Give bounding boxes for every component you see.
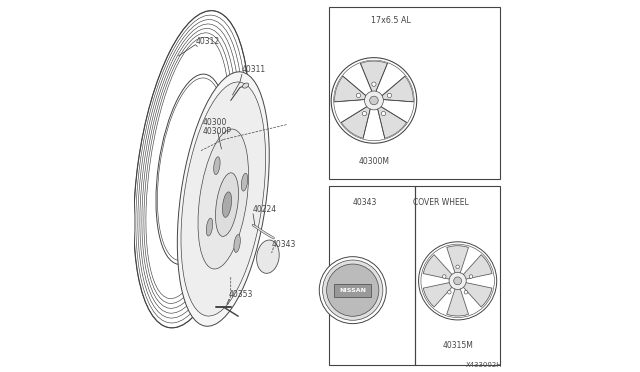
Ellipse shape xyxy=(454,277,461,285)
Ellipse shape xyxy=(370,96,378,105)
Ellipse shape xyxy=(206,218,212,236)
Polygon shape xyxy=(377,105,406,138)
Ellipse shape xyxy=(326,264,379,316)
Ellipse shape xyxy=(198,129,248,269)
Text: 40224: 40224 xyxy=(253,205,277,214)
Ellipse shape xyxy=(181,82,266,316)
Ellipse shape xyxy=(387,93,392,97)
Text: 40300: 40300 xyxy=(203,118,227,127)
Ellipse shape xyxy=(464,291,468,294)
Polygon shape xyxy=(423,255,454,280)
Polygon shape xyxy=(335,76,368,102)
Ellipse shape xyxy=(223,192,232,217)
Polygon shape xyxy=(462,255,492,280)
Ellipse shape xyxy=(177,72,269,326)
Bar xyxy=(415,186,500,365)
Ellipse shape xyxy=(447,291,451,294)
Text: 40343: 40343 xyxy=(353,198,377,207)
Polygon shape xyxy=(423,282,454,307)
FancyBboxPatch shape xyxy=(334,284,371,296)
Ellipse shape xyxy=(323,260,383,320)
Ellipse shape xyxy=(331,58,417,143)
Text: 40353: 40353 xyxy=(229,291,253,299)
Text: X433002H: X433002H xyxy=(466,362,502,368)
Ellipse shape xyxy=(365,91,383,110)
Polygon shape xyxy=(462,282,492,307)
Ellipse shape xyxy=(234,235,241,253)
Text: 40311: 40311 xyxy=(242,65,266,74)
Ellipse shape xyxy=(319,257,386,324)
Ellipse shape xyxy=(257,240,279,273)
Bar xyxy=(330,7,500,179)
Ellipse shape xyxy=(156,74,227,264)
Ellipse shape xyxy=(381,112,386,116)
Ellipse shape xyxy=(241,173,248,191)
Polygon shape xyxy=(447,287,468,316)
Text: 40300M: 40300M xyxy=(358,157,389,166)
Text: NISSAN: NISSAN xyxy=(339,288,366,293)
Text: 40312: 40312 xyxy=(195,38,220,46)
Ellipse shape xyxy=(356,93,360,97)
Ellipse shape xyxy=(362,112,367,116)
Bar xyxy=(330,186,415,365)
Ellipse shape xyxy=(372,82,376,86)
Ellipse shape xyxy=(419,242,497,320)
Text: 40343: 40343 xyxy=(271,240,296,249)
Text: 40315M: 40315M xyxy=(442,341,473,350)
Ellipse shape xyxy=(216,173,239,237)
Ellipse shape xyxy=(449,272,466,289)
Ellipse shape xyxy=(168,125,208,236)
Text: COVER WHEEL: COVER WHEEL xyxy=(413,198,468,207)
Ellipse shape xyxy=(456,265,460,269)
Ellipse shape xyxy=(243,83,249,88)
Ellipse shape xyxy=(469,275,473,278)
Text: 17x6.5 AL: 17x6.5 AL xyxy=(371,16,411,25)
Polygon shape xyxy=(447,246,468,275)
Ellipse shape xyxy=(442,275,446,278)
Ellipse shape xyxy=(214,157,220,174)
Polygon shape xyxy=(341,105,371,138)
Polygon shape xyxy=(380,76,413,102)
Text: 40300P: 40300P xyxy=(203,127,232,136)
Polygon shape xyxy=(360,61,387,94)
